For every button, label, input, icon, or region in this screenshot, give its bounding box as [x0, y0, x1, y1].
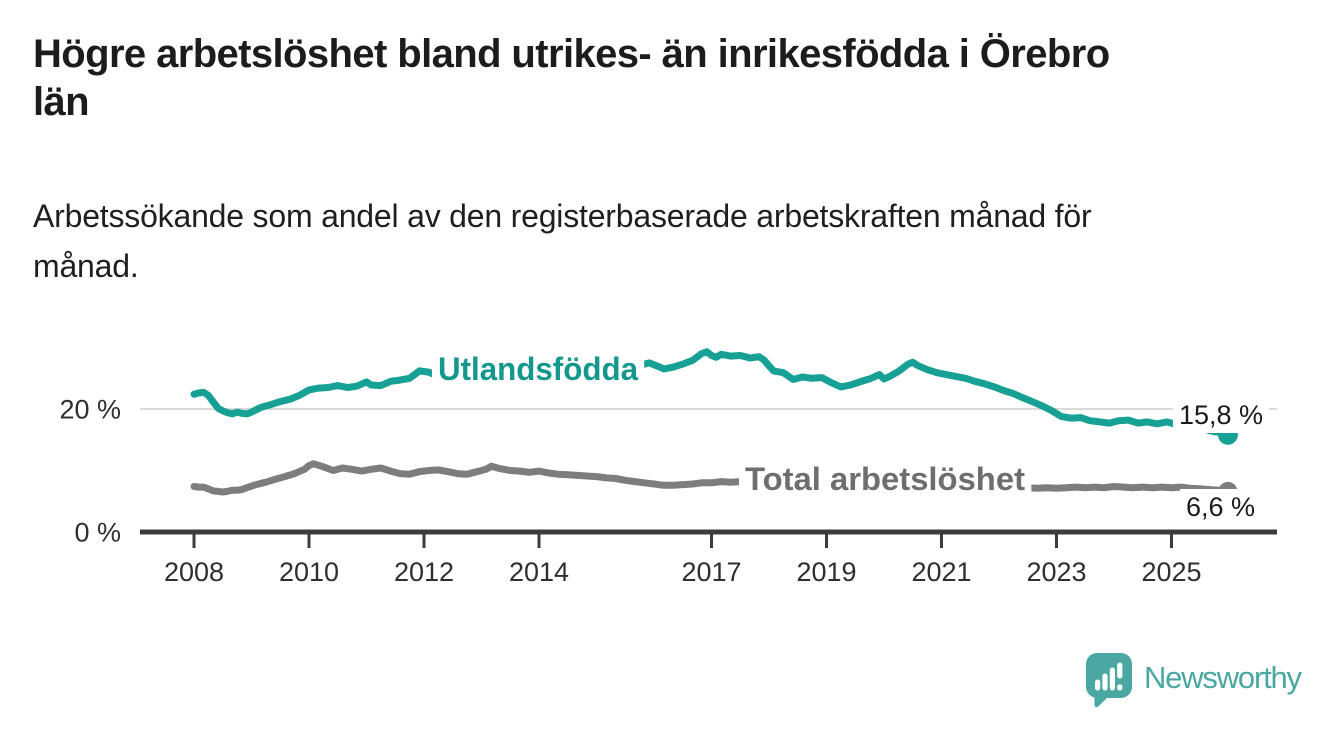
x-tick-label-2025: 2025	[1141, 557, 1201, 587]
logo-exclamation-dot	[1117, 684, 1123, 691]
x-axis-tick-labels: 2008 2010 2012 2014 2017 2019 2021 2023 2025	[164, 557, 1202, 587]
series-total-label-backing	[739, 458, 1032, 500]
speech-bubble-shape	[1086, 653, 1132, 708]
series-utlandsfodda-end-value-backing	[1172, 397, 1269, 433]
logo-bar-1	[1095, 679, 1101, 691]
series-utlandsfodda-end-value: 15,8 %	[1179, 400, 1263, 430]
brand-logo: Newsworthy	[1086, 653, 1302, 708]
series-total-label: Total arbetslöshet	[745, 461, 1025, 497]
y-tick-label-0: 0 %	[74, 518, 121, 548]
chart-subtitle-line-1: Arbetssökande som andel av den registerb…	[33, 198, 1092, 234]
logo-bar-3	[1109, 667, 1115, 691]
series-utlandsfodda-label-backing	[432, 348, 645, 390]
brand-wordmark: Newsworthy	[1144, 660, 1302, 695]
x-tick-label-2023: 2023	[1026, 557, 1086, 587]
series-total-end-value-backing	[1179, 489, 1261, 525]
newsworthy-logo-icon	[1086, 653, 1132, 708]
y-tick-label-20: 20 %	[59, 395, 121, 425]
x-tick-label-2014: 2014	[509, 557, 569, 587]
logo-exclamation-bar	[1117, 662, 1123, 679]
series-total-line	[190, 460, 1232, 496]
x-axis-ticks	[192, 534, 1173, 548]
chart-title: Högre arbetslöshet bland utrikes- än inr…	[33, 30, 1110, 126]
y-axis-tick-labels: 0 % 20 %	[59, 395, 121, 548]
x-tick-label-2021: 2021	[911, 557, 971, 587]
chart-subtitle: Arbetssökande som andel av den registerb…	[33, 191, 1092, 291]
series-total-end-value: 6,6 %	[1186, 492, 1255, 522]
chart-subtitle-line-2: månad.	[33, 248, 139, 284]
chart-title-line-2: län	[33, 80, 90, 124]
series-utlandsfodda-label: Utlandsfödda	[438, 351, 638, 387]
logo-bar-2	[1102, 673, 1108, 691]
x-tick-label-2012: 2012	[394, 557, 454, 587]
x-tick-label-2010: 2010	[279, 557, 339, 587]
series-utlandsfodda-line	[190, 348, 1232, 439]
x-tick-label-2008: 2008	[164, 557, 224, 587]
x-tick-label-2017: 2017	[681, 557, 741, 587]
chart-title-line-1: Högre arbetslöshet bland utrikes- än inr…	[33, 32, 1110, 76]
x-tick-label-2019: 2019	[796, 557, 856, 587]
